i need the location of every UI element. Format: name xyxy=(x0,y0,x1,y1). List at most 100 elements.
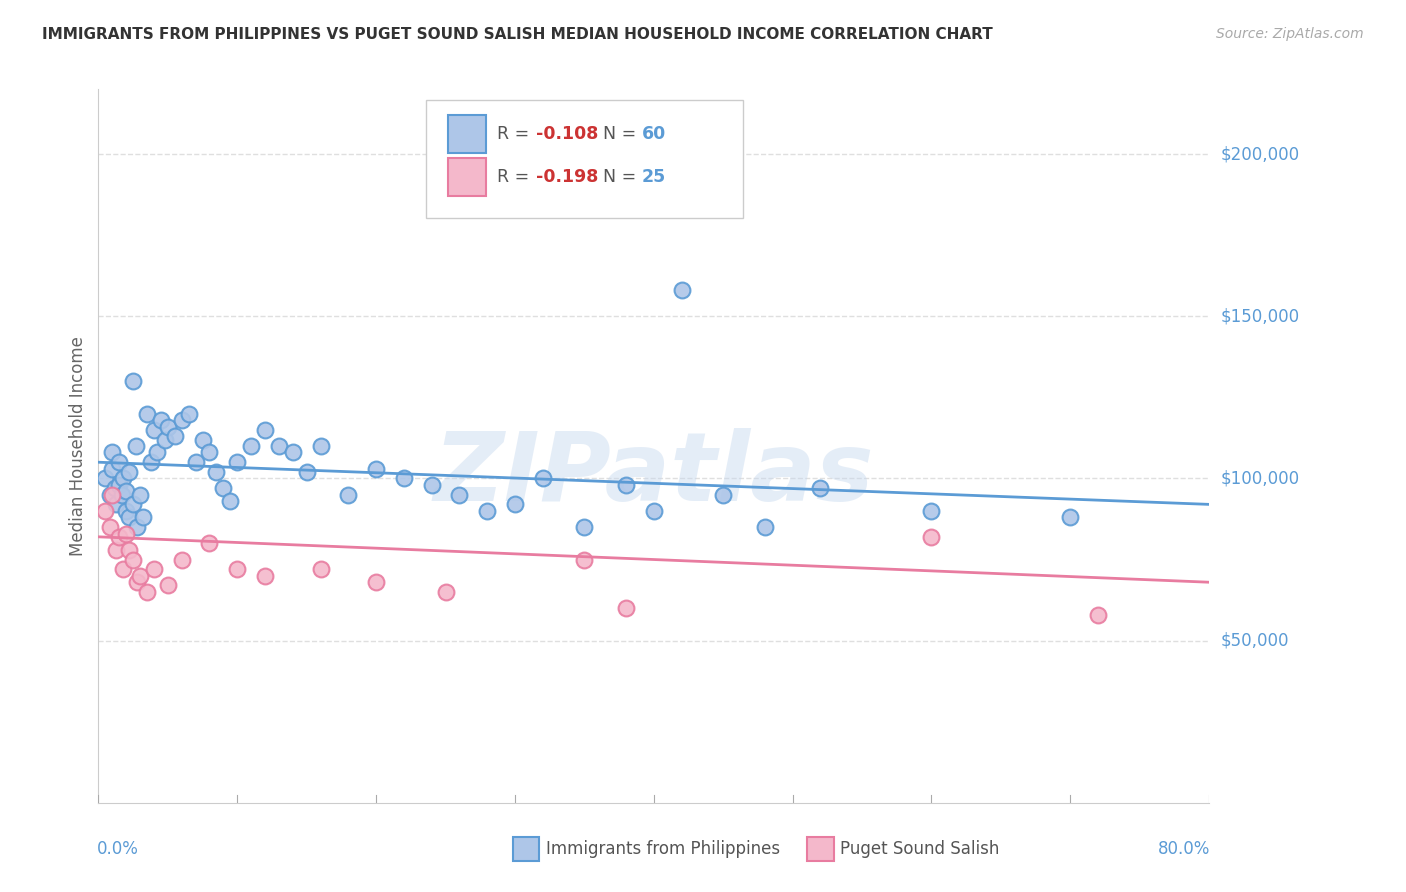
Point xyxy=(156,419,179,434)
Point xyxy=(149,413,172,427)
Point xyxy=(163,429,186,443)
Text: N =: N = xyxy=(603,168,641,186)
Point xyxy=(118,542,141,557)
Point xyxy=(118,510,141,524)
Point xyxy=(253,568,276,582)
Point xyxy=(240,439,263,453)
Text: IMMIGRANTS FROM PHILIPPINES VS PUGET SOUND SALISH MEDIAN HOUSEHOLD INCOME CORREL: IMMIGRANTS FROM PHILIPPINES VS PUGET SOU… xyxy=(42,27,993,42)
Point xyxy=(115,504,138,518)
Point xyxy=(101,445,124,459)
Point xyxy=(153,433,176,447)
Point xyxy=(281,445,304,459)
Text: -0.108: -0.108 xyxy=(536,125,599,143)
Text: 60: 60 xyxy=(641,125,666,143)
Point xyxy=(145,445,167,459)
Point xyxy=(671,283,693,297)
Point xyxy=(108,478,131,492)
Point xyxy=(711,488,734,502)
Point xyxy=(309,562,332,576)
Point xyxy=(226,455,249,469)
Point xyxy=(574,552,596,566)
Point xyxy=(143,423,166,437)
Point xyxy=(434,585,457,599)
Point xyxy=(420,478,443,492)
Point xyxy=(267,439,290,453)
Point xyxy=(226,562,249,576)
Text: R =: R = xyxy=(498,125,534,143)
Point xyxy=(101,461,124,475)
Point xyxy=(136,585,159,599)
FancyBboxPatch shape xyxy=(449,158,486,196)
Point xyxy=(125,439,148,453)
Point xyxy=(212,481,235,495)
Point xyxy=(122,497,145,511)
Point xyxy=(98,520,121,534)
Point xyxy=(503,497,526,511)
Point xyxy=(115,526,138,541)
Point xyxy=(111,488,134,502)
Text: ZIPatlas: ZIPatlas xyxy=(433,428,875,521)
Point xyxy=(101,488,124,502)
FancyBboxPatch shape xyxy=(513,837,540,862)
Point xyxy=(108,530,131,544)
Point xyxy=(105,497,128,511)
Point xyxy=(309,439,332,453)
Point xyxy=(614,601,637,615)
Point xyxy=(112,562,135,576)
Point xyxy=(105,542,128,557)
Point xyxy=(104,481,127,495)
Point xyxy=(1087,607,1109,622)
Point xyxy=(143,562,166,576)
Point xyxy=(295,465,318,479)
Text: Immigrants from Philippines: Immigrants from Philippines xyxy=(546,840,780,858)
Point xyxy=(920,504,942,518)
Text: 80.0%: 80.0% xyxy=(1159,840,1211,858)
Point xyxy=(191,433,214,447)
Point xyxy=(122,374,145,388)
Point xyxy=(127,520,149,534)
Point xyxy=(98,488,121,502)
Point xyxy=(198,536,221,550)
Point xyxy=(219,494,242,508)
Point xyxy=(337,488,360,502)
Text: $150,000: $150,000 xyxy=(1220,307,1299,326)
Point xyxy=(198,445,221,459)
Point xyxy=(184,455,207,469)
Point xyxy=(177,407,200,421)
Point xyxy=(132,510,155,524)
Point xyxy=(122,552,145,566)
FancyBboxPatch shape xyxy=(449,115,486,153)
Text: 0.0%: 0.0% xyxy=(97,840,139,858)
Point xyxy=(129,488,152,502)
Y-axis label: Median Household Income: Median Household Income xyxy=(69,336,87,556)
Point xyxy=(1059,510,1081,524)
Point xyxy=(754,520,776,534)
Point xyxy=(920,530,942,544)
Point xyxy=(112,471,135,485)
Point xyxy=(392,471,415,485)
Text: R =: R = xyxy=(498,168,534,186)
Point xyxy=(614,478,637,492)
Point xyxy=(115,484,138,499)
Point xyxy=(108,455,131,469)
Point xyxy=(366,575,388,590)
Point xyxy=(810,481,832,495)
Text: N =: N = xyxy=(603,125,641,143)
FancyBboxPatch shape xyxy=(426,100,742,218)
Text: $100,000: $100,000 xyxy=(1220,469,1299,487)
Point xyxy=(475,504,499,518)
Point xyxy=(366,461,388,475)
Text: Puget Sound Salish: Puget Sound Salish xyxy=(841,840,1000,858)
Point xyxy=(170,413,193,427)
Point xyxy=(253,423,276,437)
Point xyxy=(205,465,228,479)
Text: -0.198: -0.198 xyxy=(536,168,599,186)
Point xyxy=(94,471,117,485)
Point xyxy=(127,575,149,590)
FancyBboxPatch shape xyxy=(807,837,834,862)
Point xyxy=(136,407,159,421)
Point xyxy=(170,552,193,566)
Point xyxy=(574,520,596,534)
Point xyxy=(449,488,471,502)
Text: $50,000: $50,000 xyxy=(1220,632,1289,649)
